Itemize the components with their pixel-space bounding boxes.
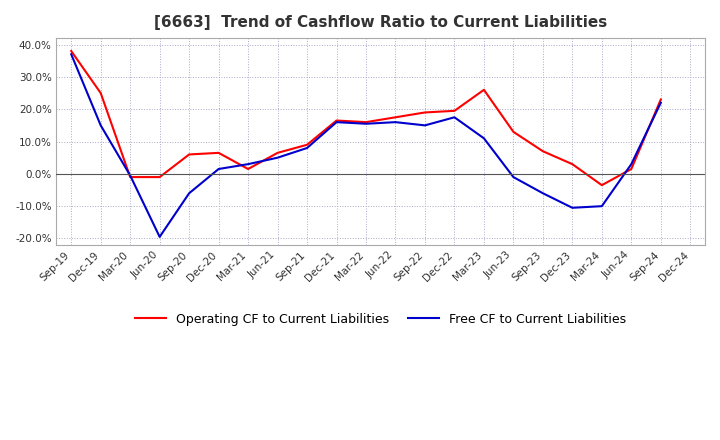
Free CF to Current Liabilities [96,123,105,128]
Free CF to Current Liabilities [126,173,135,178]
Title: [6663]  Trend of Cashflow Ratio to Current Liabilities: [6663] Trend of Cashflow Ratio to Curren… [154,15,608,30]
Free CF to Current Liabilities [185,191,194,196]
Operating CF to Current Liabilities [156,174,164,180]
Free CF to Current Liabilities [215,166,223,172]
Operating CF to Current Liabilities [96,90,105,95]
Operating CF to Current Liabilities [274,150,282,155]
Operating CF to Current Liabilities [568,161,577,167]
Operating CF to Current Liabilities [244,166,253,172]
Free CF to Current Liabilities [244,161,253,167]
Operating CF to Current Liabilities [627,166,636,172]
Line: Free CF to Current Liabilities: Free CF to Current Liabilities [71,54,661,237]
Legend: Operating CF to Current Liabilities, Free CF to Current Liabilities: Operating CF to Current Liabilities, Fre… [135,312,626,326]
Operating CF to Current Liabilities [126,174,135,180]
Operating CF to Current Liabilities [302,142,311,147]
Free CF to Current Liabilities [391,120,400,125]
Free CF to Current Liabilities [657,100,665,106]
Free CF to Current Liabilities [480,136,488,141]
Free CF to Current Liabilities [156,234,164,239]
Operating CF to Current Liabilities [598,183,606,188]
Free CF to Current Liabilities [627,161,636,167]
Free CF to Current Liabilities [332,120,341,125]
Operating CF to Current Liabilities [509,129,518,135]
Free CF to Current Liabilities [568,205,577,210]
Operating CF to Current Liabilities [480,87,488,92]
Free CF to Current Liabilities [509,174,518,180]
Free CF to Current Liabilities [598,204,606,209]
Operating CF to Current Liabilities [215,150,223,155]
Operating CF to Current Liabilities [450,108,459,114]
Free CF to Current Liabilities [67,51,76,57]
Free CF to Current Liabilities [450,115,459,120]
Free CF to Current Liabilities [539,191,547,196]
Operating CF to Current Liabilities [391,115,400,120]
Line: Operating CF to Current Liabilities: Operating CF to Current Liabilities [71,51,661,185]
Free CF to Current Liabilities [274,155,282,160]
Operating CF to Current Liabilities [420,110,429,115]
Operating CF to Current Liabilities [332,118,341,123]
Operating CF to Current Liabilities [657,97,665,102]
Free CF to Current Liabilities [302,145,311,150]
Operating CF to Current Liabilities [539,149,547,154]
Operating CF to Current Liabilities [67,48,76,54]
Operating CF to Current Liabilities [185,152,194,157]
Operating CF to Current Liabilities [361,120,370,125]
Free CF to Current Liabilities [361,121,370,126]
Free CF to Current Liabilities [420,123,429,128]
